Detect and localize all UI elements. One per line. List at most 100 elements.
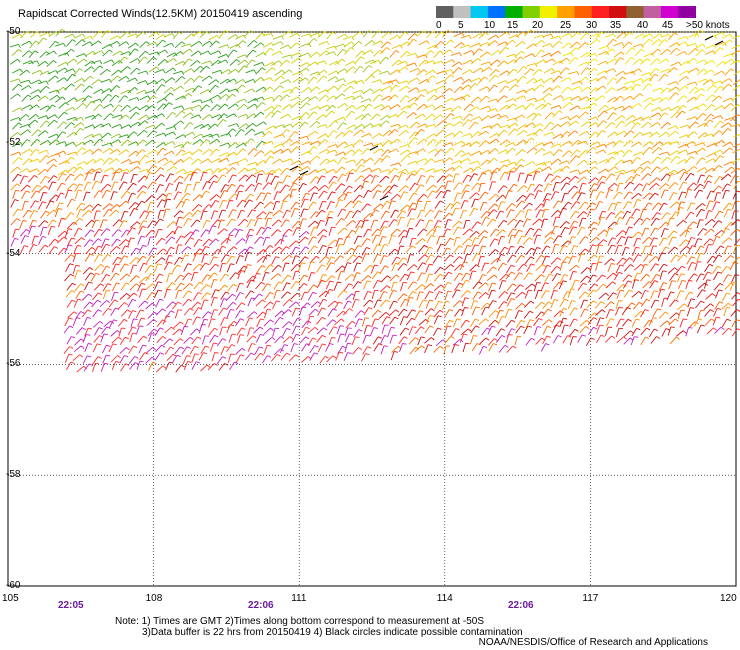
wind-barb-flag bbox=[648, 236, 653, 240]
wind-barb-flag bbox=[566, 291, 572, 294]
wind-barb bbox=[99, 300, 107, 308]
wind-barb bbox=[281, 54, 291, 59]
wind-barb-flag bbox=[243, 34, 247, 39]
wind-barb bbox=[39, 32, 48, 37]
wind-barb-flag bbox=[405, 124, 409, 129]
wind-barb bbox=[85, 247, 93, 255]
wind-barb bbox=[641, 173, 648, 181]
wind-barb bbox=[208, 85, 216, 93]
wind-barb bbox=[280, 148, 289, 154]
wind-barb bbox=[237, 158, 246, 163]
wind-barb bbox=[550, 158, 559, 166]
wind-barb-flag bbox=[286, 167, 291, 171]
wind-barb-flag bbox=[312, 291, 317, 295]
wind-barb bbox=[588, 177, 596, 184]
wind-barb bbox=[135, 149, 143, 157]
wind-barb-flag bbox=[17, 173, 22, 177]
wind-barb bbox=[417, 158, 426, 163]
wind-barb bbox=[37, 80, 47, 85]
wind-barb bbox=[182, 290, 189, 299]
wind-barb-flag bbox=[70, 173, 75, 177]
wind-barb-flag bbox=[396, 256, 401, 259]
wind-barb bbox=[381, 31, 389, 39]
wind-barb bbox=[261, 283, 268, 292]
wind-barb-flag bbox=[39, 70, 43, 74]
wind-barb-flag bbox=[267, 283, 272, 286]
wind-barb bbox=[552, 200, 559, 209]
wind-barb-flag bbox=[469, 142, 473, 147]
wind-barb bbox=[631, 173, 637, 182]
wind-barb-flag bbox=[536, 234, 541, 237]
wind-barb bbox=[558, 160, 568, 165]
wind-barb-flag bbox=[493, 171, 498, 173]
wind-barb bbox=[209, 40, 217, 48]
wind-barb bbox=[327, 191, 333, 200]
wind-barb bbox=[91, 133, 101, 138]
wind-barb-flag bbox=[647, 166, 651, 170]
wind-barb-flag bbox=[240, 184, 245, 187]
wind-barb-flag bbox=[629, 289, 633, 293]
wind-barb-flag bbox=[34, 200, 39, 203]
wind-barb bbox=[613, 42, 622, 47]
wind-barb-flag bbox=[611, 173, 616, 177]
wind-barb-flag bbox=[638, 68, 642, 73]
wind-barb-flag bbox=[51, 225, 56, 228]
wind-barb-flag bbox=[358, 40, 363, 45]
wind-barb bbox=[641, 131, 651, 136]
wind-barb bbox=[30, 200, 36, 209]
wind-barb bbox=[343, 143, 353, 149]
wind-barb bbox=[379, 114, 388, 121]
wind-barb-flag bbox=[347, 191, 352, 194]
wind-barb bbox=[120, 309, 128, 317]
wind-barb bbox=[731, 210, 735, 220]
wind-barb-flag bbox=[592, 244, 597, 247]
wind-barb bbox=[264, 106, 273, 112]
wind-barb bbox=[10, 117, 19, 122]
wind-barb bbox=[724, 117, 733, 121]
wind-barb-flag bbox=[468, 152, 472, 157]
wind-barb bbox=[146, 41, 156, 47]
wind-barb bbox=[373, 49, 381, 57]
wind-barb bbox=[256, 255, 265, 263]
wind-barb-flag bbox=[450, 113, 455, 117]
wind-barb bbox=[253, 183, 259, 192]
wind-barb bbox=[280, 129, 287, 137]
wind-barb bbox=[561, 150, 570, 158]
wind-barb-flag bbox=[478, 43, 482, 47]
wind-barb bbox=[631, 231, 639, 239]
wind-barb bbox=[424, 104, 433, 109]
wind-barb-flag bbox=[640, 43, 644, 48]
wind-barb-flag bbox=[432, 190, 437, 193]
wind-barb bbox=[119, 255, 125, 264]
wind-barb-flag bbox=[123, 181, 128, 184]
wind-barb bbox=[416, 138, 425, 146]
wind-barb-flag bbox=[171, 112, 176, 115]
wind-barb-flag bbox=[115, 272, 120, 276]
wind-barb-flag bbox=[628, 226, 633, 229]
wind-barb bbox=[569, 47, 577, 55]
wind-barb-flag bbox=[180, 282, 185, 286]
wind-barb bbox=[616, 183, 620, 192]
wind-barb bbox=[210, 297, 215, 307]
wind-barb-flag bbox=[558, 35, 562, 40]
wind-barb-flag bbox=[523, 139, 527, 143]
wind-barb bbox=[208, 225, 213, 235]
wind-barb bbox=[387, 129, 396, 136]
wind-barb bbox=[209, 263, 216, 272]
wind-barb-flag bbox=[641, 78, 644, 83]
wind-barb-flag bbox=[37, 129, 42, 133]
wind-barb-flag bbox=[594, 131, 599, 135]
wind-barb-flag bbox=[37, 94, 41, 99]
wind-barb-flag bbox=[581, 253, 586, 256]
wind-barb-flag bbox=[100, 264, 105, 267]
wind-barb-flag bbox=[305, 231, 310, 235]
wind-barb-flag bbox=[215, 289, 220, 292]
wind-barb bbox=[37, 149, 47, 154]
wind-barb-flag bbox=[286, 129, 291, 133]
wind-barb-flag bbox=[532, 122, 536, 127]
wind-barb bbox=[443, 264, 452, 271]
wind-barb-flag bbox=[556, 266, 561, 269]
wind-barb-flag bbox=[383, 255, 388, 257]
wind-barb bbox=[109, 35, 119, 40]
wind-barb-flag bbox=[691, 237, 696, 239]
